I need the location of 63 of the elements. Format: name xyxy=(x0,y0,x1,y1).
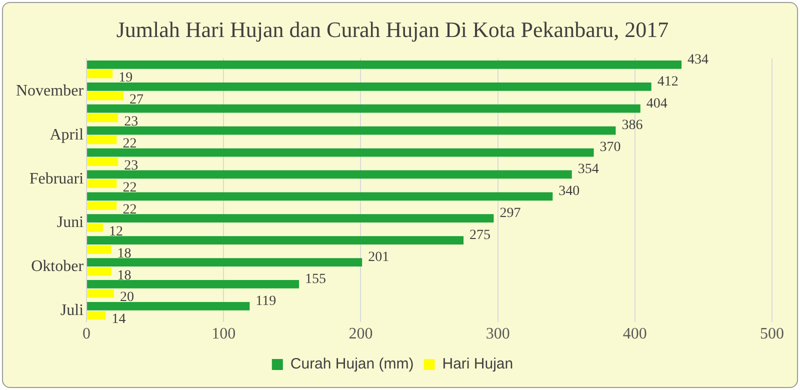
bar xyxy=(87,258,362,266)
data-label: 27 xyxy=(130,92,144,108)
data-label: 18 xyxy=(117,246,132,262)
data-label: 22 xyxy=(122,180,137,196)
bar xyxy=(87,180,117,188)
data-label: 20 xyxy=(120,290,134,306)
legend-label: Curah Hujan (mm) xyxy=(290,356,414,373)
bar xyxy=(87,92,124,100)
bar xyxy=(87,114,118,122)
data-label: 386 xyxy=(622,118,643,134)
x-tick-label: 0 xyxy=(82,326,91,343)
bar xyxy=(87,214,494,223)
bar xyxy=(87,136,117,144)
y-tick-label: November xyxy=(16,82,84,100)
data-label: 434 xyxy=(688,52,709,68)
y-tick-label: Februari xyxy=(29,170,84,188)
bar xyxy=(87,82,652,91)
data-label: 297 xyxy=(500,206,521,222)
x-tick-label: 500 xyxy=(760,326,784,343)
data-label: 275 xyxy=(470,228,491,243)
bar xyxy=(87,223,103,232)
bar xyxy=(87,267,112,276)
y-tick-label: Oktober xyxy=(31,258,84,276)
bar xyxy=(87,60,682,69)
bar xyxy=(87,148,594,157)
bar xyxy=(87,245,112,254)
data-label: 201 xyxy=(368,250,390,265)
data-label: 19 xyxy=(118,70,133,86)
bar xyxy=(87,170,572,179)
data-label: 14 xyxy=(112,312,126,328)
y-tick-label: Juli xyxy=(60,302,84,320)
data-label: 404 xyxy=(646,96,668,112)
x-tick-label: 300 xyxy=(486,326,510,343)
x-tick-label: 100 xyxy=(212,326,236,343)
bar xyxy=(87,70,113,78)
bar xyxy=(87,202,117,210)
data-label: 12 xyxy=(108,224,123,240)
bar xyxy=(87,126,616,135)
data-label: 354 xyxy=(578,162,599,178)
data-label: 155 xyxy=(305,272,326,287)
bar xyxy=(87,289,114,298)
chart-title: Jumlah Hari Hujan dan Curah Hujan Di Kota Pekanbaru, 2017 xyxy=(116,16,669,42)
bar xyxy=(87,280,300,288)
y-tick-label: April xyxy=(50,126,84,144)
bar xyxy=(87,236,464,245)
data-label: 119 xyxy=(256,294,276,309)
legend-label: Hari Hujan xyxy=(442,356,514,373)
y-tick-label: Juni xyxy=(56,214,84,232)
bar xyxy=(87,302,250,310)
data-label: 22 xyxy=(122,202,137,218)
bar xyxy=(87,158,118,166)
data-label: 18 xyxy=(117,268,132,284)
data-label: 23 xyxy=(124,114,138,130)
data-label: 370 xyxy=(600,140,621,156)
bar xyxy=(87,104,640,113)
data-label: 22 xyxy=(122,136,137,152)
bar xyxy=(87,311,106,320)
bar xyxy=(87,192,553,201)
data-label: 23 xyxy=(124,158,138,174)
data-label: 412 xyxy=(657,74,678,90)
x-tick-label: 400 xyxy=(622,326,647,343)
data-label: 340 xyxy=(558,184,580,200)
x-tick-label: 200 xyxy=(348,326,373,343)
